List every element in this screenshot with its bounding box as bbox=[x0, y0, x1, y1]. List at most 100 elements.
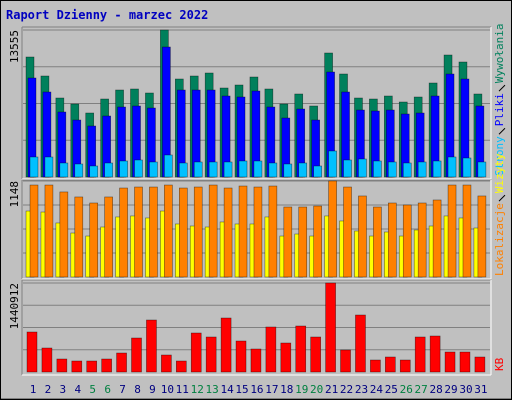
bar bbox=[477, 161, 487, 178]
bar bbox=[119, 160, 128, 178]
x-tick-label: 17 bbox=[265, 383, 278, 396]
x-tick-label: 20 bbox=[310, 383, 323, 396]
bar bbox=[205, 336, 217, 373]
bar bbox=[149, 186, 158, 278]
x-tick-label: 30 bbox=[459, 383, 472, 396]
bar bbox=[149, 161, 158, 178]
bar bbox=[190, 332, 202, 373]
bar bbox=[116, 352, 127, 373]
bar bbox=[283, 206, 293, 278]
bar bbox=[417, 202, 427, 278]
bar bbox=[459, 351, 471, 373]
bar bbox=[250, 348, 262, 373]
legend-label: KB bbox=[493, 357, 506, 371]
bar bbox=[74, 196, 84, 278]
bar bbox=[238, 160, 248, 178]
bar bbox=[265, 326, 277, 373]
bar bbox=[193, 186, 203, 278]
bar bbox=[370, 359, 381, 373]
bar bbox=[388, 161, 397, 178]
bar bbox=[283, 163, 293, 178]
y-tick-label: 13555 bbox=[8, 30, 21, 63]
bar bbox=[86, 360, 98, 373]
bar bbox=[208, 184, 218, 278]
x-tick-label: 3 bbox=[60, 383, 67, 396]
x-tick-label: 28 bbox=[429, 383, 442, 396]
bar bbox=[223, 187, 233, 278]
bar bbox=[235, 340, 247, 373]
bar bbox=[447, 184, 457, 278]
x-tick-label: 21 bbox=[325, 383, 338, 396]
legend-label: Wizyty bbox=[493, 153, 506, 193]
x-tick-label: 5 bbox=[89, 383, 96, 396]
bar bbox=[268, 185, 278, 278]
bar bbox=[71, 360, 83, 373]
bar bbox=[373, 160, 382, 178]
x-tick-label: 26 bbox=[400, 383, 413, 396]
y-tick-label: 1148 bbox=[8, 181, 21, 208]
legend-label: Lokalizacje bbox=[493, 203, 506, 276]
x-tick-label: 9 bbox=[149, 383, 156, 396]
bar bbox=[44, 156, 54, 178]
legend-separator bbox=[498, 127, 506, 135]
bar bbox=[373, 206, 382, 278]
bar bbox=[429, 335, 441, 373]
bar bbox=[432, 160, 442, 178]
x-tick-label: 8 bbox=[134, 383, 141, 396]
bar bbox=[295, 325, 307, 373]
bar bbox=[59, 162, 69, 178]
bar bbox=[385, 356, 396, 373]
x-tick-label: 15 bbox=[235, 383, 248, 396]
x-tick-label: 29 bbox=[444, 383, 457, 396]
bar bbox=[343, 186, 352, 278]
bar bbox=[358, 195, 367, 278]
bar bbox=[280, 342, 292, 373]
bar bbox=[134, 159, 143, 178]
x-tick-label: 6 bbox=[104, 383, 111, 396]
bar bbox=[101, 358, 112, 373]
x-tick-label: 1 bbox=[30, 383, 37, 396]
x-tick-label: 2 bbox=[45, 383, 52, 396]
bar bbox=[29, 184, 39, 278]
bar bbox=[328, 180, 337, 278]
x-tick-label: 13 bbox=[206, 383, 219, 396]
bar bbox=[220, 317, 232, 373]
legend-label: Pliki bbox=[493, 93, 506, 126]
bar bbox=[179, 162, 188, 178]
bar bbox=[444, 351, 456, 373]
bar bbox=[253, 186, 263, 278]
bar bbox=[104, 162, 113, 178]
bar bbox=[253, 160, 263, 178]
bar bbox=[477, 195, 487, 278]
bar bbox=[164, 154, 173, 178]
legend-label: Wywołania bbox=[493, 24, 506, 84]
x-tick-label: 18 bbox=[280, 383, 293, 396]
legend-label: Strony bbox=[493, 136, 506, 176]
bar bbox=[29, 156, 39, 178]
bar bbox=[238, 185, 248, 278]
bar bbox=[355, 314, 366, 373]
bar bbox=[462, 184, 472, 278]
bar bbox=[340, 349, 351, 373]
bar bbox=[432, 199, 442, 278]
bar bbox=[325, 282, 336, 373]
bar bbox=[56, 358, 68, 373]
bar bbox=[89, 165, 99, 178]
bar bbox=[161, 354, 172, 373]
x-tick-label: 14 bbox=[220, 383, 234, 396]
x-tick-label: 25 bbox=[385, 383, 398, 396]
x-tick-label: 22 bbox=[340, 383, 353, 396]
bar bbox=[104, 196, 113, 278]
bar bbox=[134, 186, 143, 278]
x-tick-label: 24 bbox=[370, 383, 384, 396]
bar bbox=[59, 191, 69, 278]
legend-separator bbox=[498, 194, 506, 202]
bar bbox=[223, 161, 233, 178]
bar bbox=[268, 162, 278, 178]
bar bbox=[417, 161, 427, 178]
x-tick-label: 19 bbox=[295, 383, 308, 396]
bar bbox=[402, 204, 412, 278]
bar bbox=[298, 206, 308, 278]
bar bbox=[313, 205, 322, 278]
